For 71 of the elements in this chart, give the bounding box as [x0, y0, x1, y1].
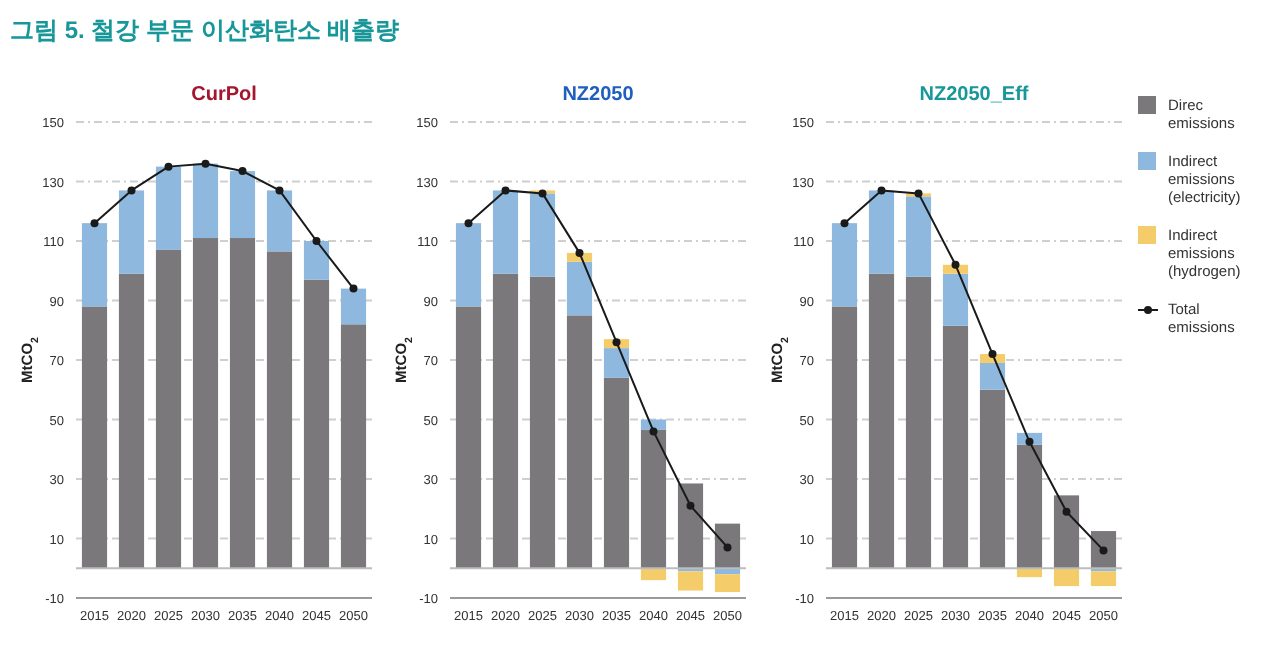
bar [905, 196, 932, 277]
bar [303, 241, 330, 280]
bar [677, 483, 704, 569]
chart-title: NZ2050_Eff [919, 84, 1030, 106]
bar [714, 574, 741, 593]
point [312, 237, 321, 245]
bar [492, 190, 519, 274]
bar [1090, 571, 1117, 587]
bar [831, 306, 858, 569]
bar [640, 429, 667, 569]
bar [640, 568, 667, 581]
point [127, 186, 136, 195]
bar [529, 193, 556, 277]
point [90, 219, 99, 228]
bar [603, 348, 630, 378]
bar [603, 377, 630, 569]
bar [1016, 444, 1043, 569]
bar [303, 279, 330, 569]
point [1099, 546, 1108, 555]
bar [1053, 568, 1080, 587]
bar [229, 238, 256, 569]
bar [831, 223, 858, 307]
bar [492, 273, 519, 569]
point [840, 219, 849, 228]
bar [942, 273, 969, 326]
bar [81, 306, 108, 569]
point [501, 186, 510, 195]
point [464, 219, 473, 228]
point [914, 189, 923, 198]
bar [155, 166, 182, 250]
point [349, 284, 358, 293]
bar [192, 163, 219, 239]
bar [714, 523, 741, 569]
caption: 그림 5. 철강 부문 이산화탄소 배출량 [10, 16, 400, 44]
bar [155, 249, 182, 569]
bar [192, 238, 219, 569]
point [538, 189, 547, 198]
bar [566, 261, 593, 316]
bar [266, 190, 293, 252]
point [201, 159, 210, 168]
bar [905, 276, 932, 569]
bar [118, 190, 145, 274]
bar [868, 190, 895, 274]
point [275, 186, 284, 195]
point [686, 501, 695, 510]
chart-title: NZ2050 [562, 84, 635, 106]
bar [266, 251, 293, 569]
bar [677, 571, 704, 591]
bar [1090, 531, 1117, 569]
bar [455, 223, 482, 307]
bar [340, 288, 367, 325]
point [238, 167, 247, 176]
point [649, 427, 658, 436]
point [988, 350, 997, 359]
bar [979, 389, 1006, 569]
bar [81, 223, 108, 307]
chart-title: CurPol [191, 84, 258, 106]
bar [868, 273, 895, 569]
bar [118, 273, 145, 569]
point [164, 162, 173, 171]
bar [1053, 495, 1080, 569]
point [1062, 507, 1071, 516]
bar [340, 324, 367, 569]
bar [942, 325, 969, 569]
point [877, 186, 886, 195]
bar [455, 306, 482, 569]
bar [979, 362, 1006, 390]
bar [229, 171, 256, 239]
bar [529, 276, 556, 569]
bar [566, 315, 593, 569]
point [723, 543, 732, 552]
